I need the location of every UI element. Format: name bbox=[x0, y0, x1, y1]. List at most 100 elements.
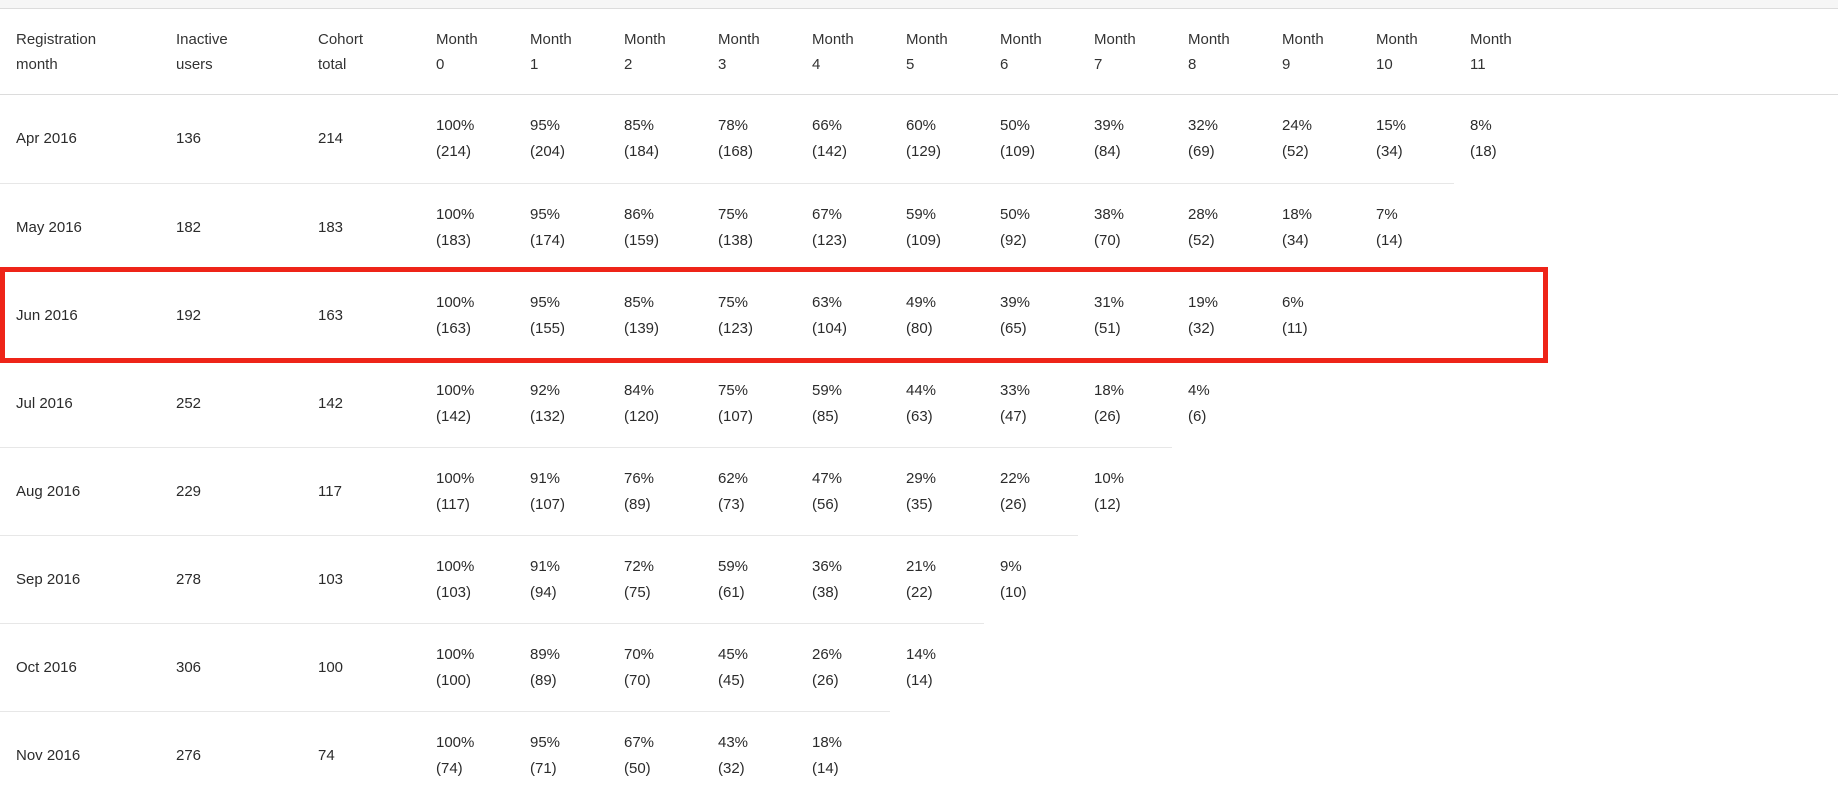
retention-count: (45) bbox=[718, 671, 745, 689]
retention-count: (159) bbox=[624, 231, 660, 249]
retention-count: (103) bbox=[436, 583, 472, 601]
retention-percentage: 100% bbox=[436, 733, 475, 751]
cohort-month-cell: 62% (73) bbox=[702, 447, 796, 535]
column-header: Inactive users bbox=[160, 27, 302, 77]
retention-percentage: 47% bbox=[812, 469, 843, 487]
cohort-month-cell: 75% (138) bbox=[702, 183, 796, 271]
retention-count: (139) bbox=[624, 319, 660, 337]
column-header-line1: Month bbox=[1376, 30, 1418, 48]
table-row: Oct 2016 306 100 100% (100) 89% (89) 70% (70) 45%… bbox=[0, 623, 1548, 711]
cohort-month-cell-empty bbox=[1078, 711, 1172, 799]
column-header-line1: Month bbox=[812, 30, 854, 48]
cohort-month-cell-empty bbox=[1454, 711, 1548, 799]
retention-percentage: 7% bbox=[1376, 205, 1398, 223]
column-header-line2: total bbox=[318, 55, 347, 73]
cohort-month-cell-empty bbox=[1360, 447, 1454, 535]
retention-count: (107) bbox=[530, 495, 566, 513]
retention-count: (183) bbox=[436, 231, 472, 249]
retention-percentage: 95% bbox=[530, 205, 561, 223]
retention-count: (89) bbox=[530, 671, 557, 689]
retention-count: (47) bbox=[1000, 407, 1027, 425]
page-top-strip bbox=[0, 0, 1838, 8]
inactive-users-cell-value: 278 bbox=[176, 570, 202, 588]
registration-month-cell-value: Apr 2016 bbox=[16, 130, 77, 147]
cohort-month-cell: 100% (163) bbox=[420, 271, 514, 359]
table-row: Aug 2016 229 117 100% (117) 91% (107) 76% (89) 62… bbox=[0, 447, 1548, 535]
column-header: Month 3 bbox=[702, 27, 796, 77]
cohort-month-cell: 91% (107) bbox=[514, 447, 608, 535]
inactive-users-cell: 192 bbox=[160, 271, 302, 359]
cohort-month-cell: 91% (94) bbox=[514, 535, 608, 623]
cohort-total-cell: 100 bbox=[302, 623, 420, 711]
cohort-month-cell-empty bbox=[1266, 359, 1360, 447]
cohort-total-cell: 214 bbox=[302, 95, 420, 183]
retention-count: (138) bbox=[718, 231, 754, 249]
column-header-line1: Month bbox=[624, 30, 666, 48]
retention-count: (107) bbox=[718, 407, 754, 425]
column-header-line2: 1 bbox=[530, 55, 539, 73]
retention-percentage: 100% bbox=[436, 381, 475, 399]
retention-percentage: 18% bbox=[1094, 381, 1125, 399]
cohort-month-cell-empty bbox=[1454, 623, 1548, 711]
retention-count: (38) bbox=[812, 583, 839, 601]
cohort-month-cell: 10% (12) bbox=[1078, 447, 1172, 535]
retention-count: (71) bbox=[530, 759, 557, 777]
retention-percentage: 6% bbox=[1282, 293, 1304, 311]
cohort-month-cell-empty bbox=[1266, 623, 1360, 711]
cohort-month-cell: 67% (123) bbox=[796, 183, 890, 271]
retention-count: (32) bbox=[1188, 319, 1215, 337]
retention-count: (50) bbox=[624, 759, 651, 777]
cohort-total-cell-value: 214 bbox=[318, 130, 344, 147]
retention-percentage: 8% bbox=[1470, 117, 1492, 134]
retention-percentage: 31% bbox=[1094, 293, 1125, 311]
cohort-month-cell: 66% (142) bbox=[796, 95, 890, 183]
cohort-total-cell: 117 bbox=[302, 447, 420, 535]
column-header: Month 7 bbox=[1078, 27, 1172, 77]
retention-percentage: 75% bbox=[718, 381, 749, 399]
cohort-month-cell: 78% (168) bbox=[702, 95, 796, 183]
retention-percentage: 33% bbox=[1000, 381, 1031, 399]
retention-count: (163) bbox=[436, 319, 472, 337]
retention-percentage: 100% bbox=[436, 469, 475, 487]
cohort-month-cell: 100% (142) bbox=[420, 359, 514, 447]
cohort-total-cell: 163 bbox=[302, 271, 420, 359]
retention-percentage: 62% bbox=[718, 469, 749, 487]
column-header-line1: Month bbox=[718, 30, 760, 48]
column-header-line1: Cohort bbox=[318, 30, 364, 48]
retention-count: (109) bbox=[906, 231, 942, 249]
retention-count: (34) bbox=[1376, 143, 1403, 160]
cohort-month-cell-empty bbox=[1266, 535, 1360, 623]
cohort-month-cell: 100% (74) bbox=[420, 711, 514, 799]
table-row: Apr 2016 136 214 100% (214) 95% (204) 85% (184) 7… bbox=[0, 95, 1548, 183]
retention-count: (26) bbox=[1000, 495, 1027, 513]
cohort-total-cell-value: 142 bbox=[318, 394, 344, 412]
retention-count: (129) bbox=[906, 143, 942, 160]
cohort-month-cell: 100% (214) bbox=[420, 95, 514, 183]
cohort-month-cell-empty bbox=[1360, 623, 1454, 711]
column-header: Month 5 bbox=[890, 27, 984, 77]
retention-count: (69) bbox=[1188, 143, 1215, 160]
cohort-month-cell: 95% (155) bbox=[514, 271, 608, 359]
column-header-line2: users bbox=[176, 55, 213, 73]
cohort-month-cell-empty bbox=[890, 711, 984, 799]
cohort-month-cell: 8% (18) bbox=[1454, 95, 1548, 183]
column-header-line2: 5 bbox=[906, 55, 915, 73]
retention-count: (12) bbox=[1094, 495, 1121, 513]
retention-count: (85) bbox=[812, 407, 839, 425]
cohort-month-cell-empty bbox=[1172, 447, 1266, 535]
cohort-month-cell-empty bbox=[1172, 535, 1266, 623]
retention-percentage: 29% bbox=[906, 469, 937, 487]
retention-percentage: 28% bbox=[1188, 205, 1219, 223]
column-header: Month 10 bbox=[1360, 27, 1454, 77]
retention-count: (155) bbox=[530, 319, 566, 337]
column-header: Month 0 bbox=[420, 27, 514, 77]
column-header-line2: 11 bbox=[1470, 55, 1486, 73]
retention-count: (174) bbox=[530, 231, 566, 249]
column-header-line2: 8 bbox=[1188, 55, 1197, 73]
retention-percentage: 100% bbox=[436, 293, 475, 311]
cohort-month-cell: 9% (10) bbox=[984, 535, 1078, 623]
cohort-month-cell: 38% (70) bbox=[1078, 183, 1172, 271]
inactive-users-cell: 252 bbox=[160, 359, 302, 447]
registration-month-cell-value: Nov 2016 bbox=[16, 746, 81, 764]
retention-count: (32) bbox=[718, 759, 745, 777]
